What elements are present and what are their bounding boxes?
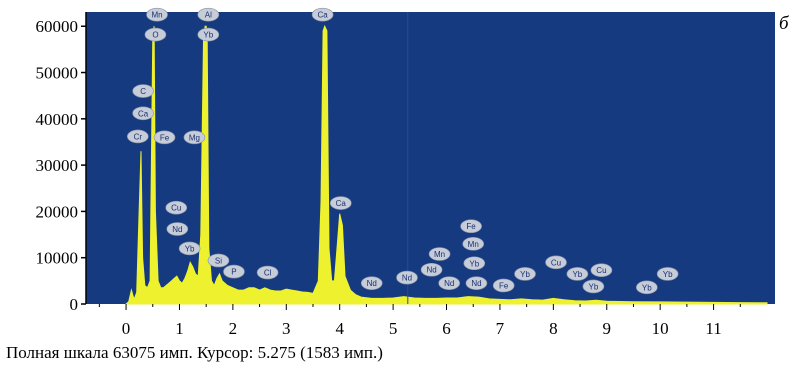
peak-label: Cu xyxy=(165,200,188,215)
peak-label: Ca xyxy=(132,106,154,121)
peak-label-text: Ca xyxy=(317,11,328,20)
peak-label: Cr xyxy=(127,129,149,144)
x-tick-label: 2 xyxy=(229,319,238,338)
y-tick-label: 30000 xyxy=(36,156,79,175)
peak-label: Cu xyxy=(590,263,613,278)
peak-label-text: Cr xyxy=(134,132,143,141)
peak-label: Nd xyxy=(465,276,488,290)
spectrum-area xyxy=(124,24,768,305)
peak-label: Ca xyxy=(329,196,352,210)
y-tick-label: 20000 xyxy=(36,202,79,221)
peak-label: C xyxy=(132,84,154,98)
peak-labels: Mn O C Ca Cr Fe Mg Al Yb Cu Nd Yb Si P Cl Ca Ca Nd Nd Mn Nd N… xyxy=(127,7,679,295)
peak-label: Yb xyxy=(514,267,536,281)
peak-label-text: Fe xyxy=(160,133,170,142)
x-tick-label: 8 xyxy=(549,319,558,338)
peak-label-text: Yb xyxy=(203,31,213,40)
spectrum-series xyxy=(124,24,768,305)
peak-label-text: Yb xyxy=(572,270,582,279)
peak-label: Nd xyxy=(166,222,189,236)
peak-label: Fe xyxy=(492,278,515,293)
peak-label-text: Si xyxy=(215,256,222,265)
x-tick-label: 1 xyxy=(175,319,184,338)
status-footer: Полная шкала 63075 имп. Курсор: 5.275 (1… xyxy=(6,343,383,362)
peak-label: Yb xyxy=(582,279,605,294)
peak-label-text: Ca xyxy=(336,199,347,208)
peak-label: Nd xyxy=(360,276,383,290)
peak-label: Yb xyxy=(656,267,679,281)
peak-label-text: Nd xyxy=(367,279,377,288)
x-tick-label: 5 xyxy=(389,319,398,338)
peak-label: Cu xyxy=(545,255,567,270)
y-tick-label: 50000 xyxy=(36,64,79,83)
peak-label: Nd xyxy=(396,270,418,285)
x-tick-label: 9 xyxy=(603,319,612,338)
peak-label-text: Fe xyxy=(499,281,509,290)
y-tick-label: 60000 xyxy=(36,17,79,36)
peak-label-text: Cu xyxy=(596,266,606,275)
peak-label: Mn xyxy=(146,7,168,22)
y-tick-label: 40000 xyxy=(36,110,79,129)
x-tick-label: 4 xyxy=(335,319,344,338)
peak-label-text: Cu xyxy=(551,258,561,267)
y-tick-label: 10000 xyxy=(36,249,79,268)
x-axis: 0 1 2 3 4 5 6 7 8 9 10 11 xyxy=(98,304,741,338)
peak-label-text: Fe xyxy=(466,222,476,231)
peak-label-text: Nd xyxy=(471,279,481,288)
peak-label-text: P xyxy=(231,268,236,277)
peak-label-text: Nd xyxy=(444,279,454,288)
peak-label-text: Nd xyxy=(402,274,412,283)
peak-label: Yb xyxy=(463,256,486,271)
peak-label-text: Yb xyxy=(589,282,599,291)
peak-label: Yb xyxy=(636,280,658,295)
x-tick-label: 10 xyxy=(652,319,669,338)
peak-label-text: Yb xyxy=(469,259,479,268)
peak-label-text: Mn xyxy=(151,11,162,20)
peak-label-text: Cl xyxy=(264,269,272,278)
peak-label: Mg xyxy=(183,130,206,145)
peak-label: Si xyxy=(207,253,230,268)
peak-label: Fe xyxy=(153,130,176,145)
peak-label-text: Al xyxy=(205,11,212,20)
peak-label-text: Yb xyxy=(663,270,673,279)
x-tick-label: 0 xyxy=(122,319,131,338)
peak-label-text: O xyxy=(152,31,158,40)
panel-letter: б xyxy=(779,13,789,34)
peak-label: Nd xyxy=(420,262,443,277)
peak-label-text: Mn xyxy=(468,240,479,249)
peak-label: Yb xyxy=(197,27,220,42)
x-tick-label: 7 xyxy=(496,319,505,338)
peak-label-text: Nd xyxy=(172,225,182,234)
peak-label-text: Mn xyxy=(434,250,445,259)
peak-label-text: Yb xyxy=(642,283,652,292)
peak-label-text: Cu xyxy=(171,204,181,213)
peak-label-text: Yb xyxy=(185,244,195,253)
peak-label-text: Ca xyxy=(138,109,149,118)
x-tick-label: 11 xyxy=(705,319,721,338)
peak-label-text: C xyxy=(140,87,146,96)
peak-label: O xyxy=(144,27,167,42)
peak-label: Fe xyxy=(460,219,482,234)
peak-label: Mn xyxy=(462,237,485,251)
peak-label-text: Yb xyxy=(520,270,530,279)
peak-label: Ca xyxy=(311,7,334,22)
peak-label-text: Mg xyxy=(189,133,200,142)
peak-label-text: Nd xyxy=(426,266,436,275)
peak-label: Nd xyxy=(438,276,460,290)
peak-label: Al xyxy=(197,7,220,22)
plot-area xyxy=(86,12,775,304)
peak-label: Mn xyxy=(428,247,451,261)
x-tick-label: 6 xyxy=(442,319,451,338)
peak-label: Cl xyxy=(256,265,279,280)
y-tick-label: 0 xyxy=(70,295,79,314)
y-axis: 0 10000 20000 30000 40000 50000 60000 xyxy=(36,17,86,314)
peak-label: Yb xyxy=(178,241,201,256)
x-tick-label: 3 xyxy=(282,319,291,338)
peak-label: P xyxy=(223,264,245,279)
peak-label: Yb xyxy=(566,267,589,281)
